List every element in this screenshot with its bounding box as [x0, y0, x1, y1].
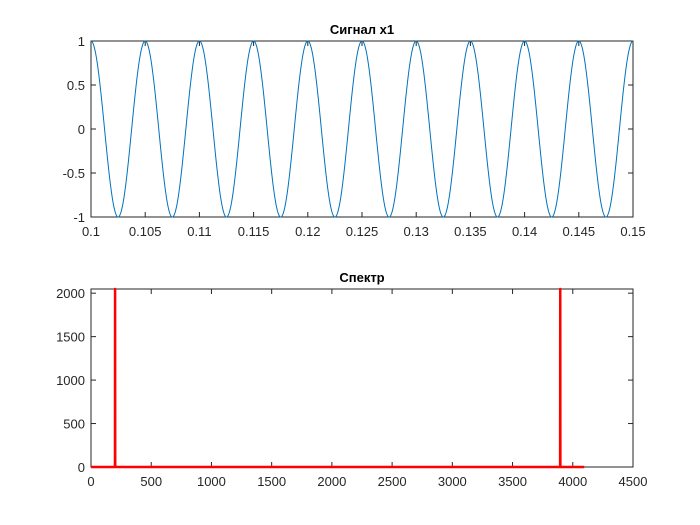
signal-title: Сигнал x1: [330, 22, 394, 37]
signal-xtick-label: 0.13: [404, 224, 429, 239]
spectrum-title: Спектр: [339, 270, 384, 285]
spectrum-ytick-label: 500: [63, 417, 85, 432]
signal-ytick-label: 1: [78, 34, 85, 49]
signal-axes: Сигнал x1 0.1 0.105 0.11 0.115 0.12 0.125 0.13…: [63, 22, 646, 239]
spectrum-ytick-label: 0: [78, 460, 85, 475]
spectrum-xtick-label: 0: [87, 474, 94, 489]
signal-xtick-label: 0.15: [620, 224, 645, 239]
spectrum-xtick-label: 4000: [558, 474, 587, 489]
signal-ticks: 0.1 0.105 0.11 0.115 0.12 0.125 0.13 0.135 0.14 0…: [63, 34, 646, 239]
signal-xtick-label: 0.12: [295, 224, 320, 239]
signal-line: [90, 40, 634, 218]
spectrum-ytick-label: 1500: [56, 330, 85, 345]
spectrum-ticks: 0 500 1000 1500 2000 2500 3000 3500 4000 4500 0 500…: [56, 286, 647, 489]
spectrum-series: [91, 287, 585, 469]
signal-xtick-label: 0.115: [238, 224, 270, 239]
signal-xtick-label: 0.11: [187, 224, 211, 239]
spectrum-xtick-label: 3500: [498, 474, 527, 489]
signal-ytick-label: -0.5: [63, 166, 85, 181]
signal-xtick-label: 0.135: [454, 224, 487, 239]
signal-ytick-label: 0: [78, 122, 85, 137]
spectrum-ytick-label: 2000: [56, 286, 85, 301]
spectrum-xtick-label: 2500: [378, 474, 407, 489]
signal-plot-area: [90, 40, 634, 218]
signal-xtick-label: 0.105: [129, 224, 162, 239]
spectrum-xtick-label: 500: [140, 474, 162, 489]
spectrum-axes: Спектр 0 500 1000 1500 2000 2500 3000 3500 4000 4…: [56, 270, 647, 489]
signal-xtick-label: 0.145: [563, 224, 596, 239]
signal-xtick-label: 0.1: [82, 224, 100, 239]
spectrum-ytick-label: 1000: [56, 373, 85, 388]
signal-xtick-label: 0.125: [346, 224, 379, 239]
spectrum-plot-area: [90, 288, 634, 468]
spectrum-line: [91, 287, 585, 469]
signal-xtick-label: 0.14: [512, 224, 537, 239]
signal-ytick-label: 0.5: [67, 78, 85, 93]
spectrum-xtick-label: 4500: [619, 474, 648, 489]
spectrum-xtick-label: 1000: [197, 474, 226, 489]
spectrum-xtick-label: 1500: [257, 474, 286, 489]
spectrum-xtick-label: 3000: [438, 474, 467, 489]
spectrum-xtick-label: 2000: [317, 474, 346, 489]
signal-series: [90, 40, 634, 218]
signal-ytick-label: -1: [73, 210, 85, 225]
